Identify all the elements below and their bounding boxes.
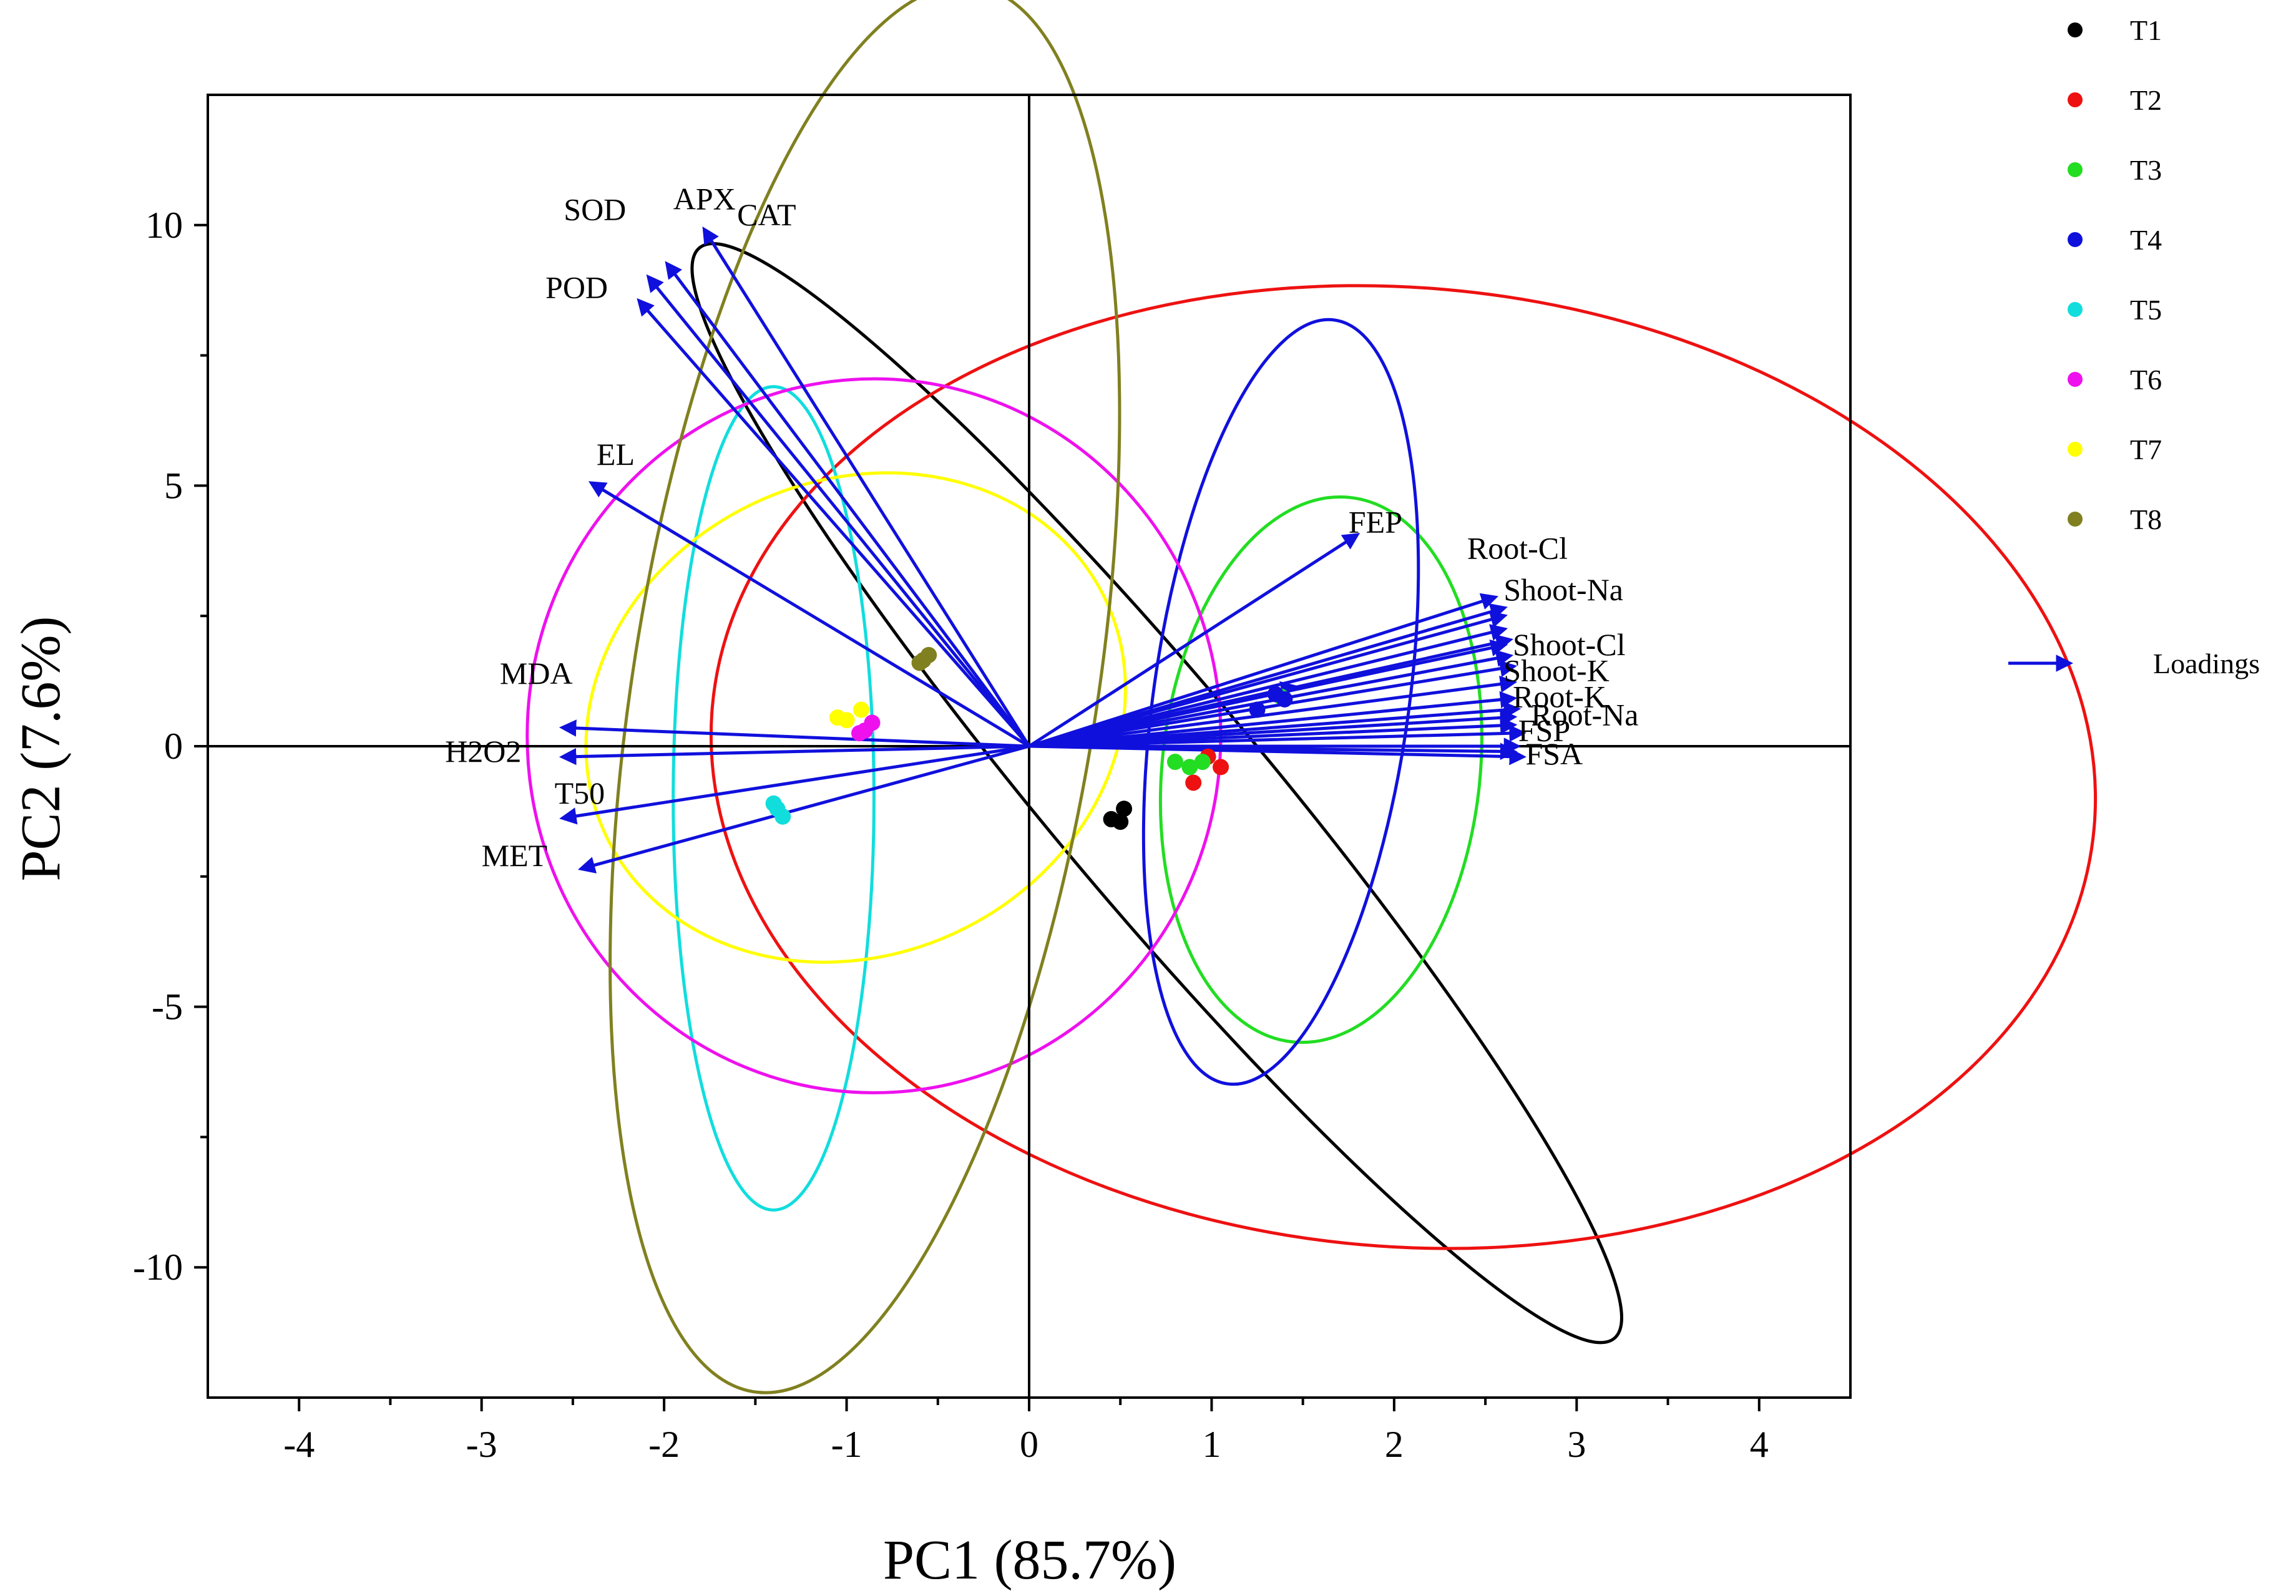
loading-arrow-extra <box>1028 624 1508 748</box>
loading-arrow-extra <box>1028 701 1522 748</box>
loading-label-shoot-cl: Shoot-Cl <box>1513 627 1626 662</box>
legend-marker-t7 <box>2068 442 2083 457</box>
ellipse-t3 <box>1158 495 1483 1044</box>
loading-arrow-root-cl <box>1028 593 1499 748</box>
loading-label-t50: T50 <box>555 776 605 810</box>
ellipse-t2 <box>709 284 2098 1250</box>
loading-label-fsp: FSP <box>1518 713 1570 748</box>
point-t7 <box>829 709 846 726</box>
x-tick-label: 1 <box>1202 1424 1221 1465</box>
y-tick-label: -5 <box>152 986 183 1028</box>
ellipse-t5 <box>672 385 876 1212</box>
legend-marker-t8 <box>2068 512 2083 527</box>
loading-arrow-extra <box>1028 650 1514 748</box>
point-t4 <box>1276 691 1293 708</box>
score-points <box>765 646 1293 830</box>
loading-label-shoot-na: Shoot-Na <box>1503 572 1623 607</box>
loading-label-fep: FEP <box>1349 505 1402 540</box>
x-tick-label: -3 <box>466 1424 497 1465</box>
point-t8 <box>911 654 928 671</box>
legend-marker-t6 <box>2068 372 2083 387</box>
x-tick-label: 4 <box>1750 1424 1769 1465</box>
legend-label-t8: T8 <box>2130 504 2162 535</box>
point-t7 <box>852 701 869 718</box>
point-t6 <box>856 722 873 739</box>
loading-arrow-el <box>588 481 1030 748</box>
loading-arrow-apx <box>665 261 1030 747</box>
loading-arrow-h2o2 <box>559 744 1030 766</box>
loading-label-root-cl: Root-Cl <box>1467 530 1568 565</box>
loading-arrow-extra <box>1028 660 1518 748</box>
x-tick-label: -4 <box>283 1424 315 1465</box>
ellipse-t1 <box>690 242 1623 1345</box>
point-t2 <box>1185 774 1202 791</box>
loading-arrow-mda <box>559 719 1030 748</box>
legend-label-t6: T6 <box>2130 364 2162 396</box>
loading-arrow-extra <box>1028 717 1518 748</box>
x-tick-label: -2 <box>648 1424 680 1465</box>
loading-arrow-pod <box>637 298 1030 747</box>
loading-arrow-shoot-k <box>1028 675 1518 748</box>
y-tick-label: 0 <box>164 726 183 767</box>
legend-marker-t1 <box>2068 22 2083 37</box>
legend-label-t1: T1 <box>2130 14 2162 46</box>
point-t3 <box>1194 754 1211 771</box>
loading-label-apx: APX <box>673 182 736 217</box>
loading-arrow-extra <box>1028 742 1518 761</box>
legend-label-t4: T4 <box>2130 224 2162 256</box>
x-tick-label: 0 <box>1020 1424 1038 1465</box>
legend: T1 T2 T3 T4 T5 T6 T7 T8 Loadings <box>2008 14 2260 679</box>
y-tick-label: 5 <box>164 465 183 506</box>
ellipse-t7 <box>584 471 1127 964</box>
loading-vectors <box>559 226 1527 873</box>
legend-marker-t2 <box>2068 92 2083 107</box>
x-tick-label: 2 <box>1385 1424 1404 1465</box>
loading-arrow-extra <box>1028 691 1518 748</box>
loading-label-root-k: Root-K <box>1513 679 1606 714</box>
legend-label-t5: T5 <box>2130 294 2162 326</box>
loading-label-el: EL <box>597 437 635 472</box>
loading-arrow-t50 <box>559 744 1030 825</box>
legend-marker-t4 <box>2068 232 2083 247</box>
loading-label-pod: POD <box>545 270 608 305</box>
loading-label-h2o2: H2O2 <box>445 734 521 769</box>
point-t1 <box>1112 814 1129 830</box>
legend-loadings-label: Loadings <box>2153 648 2260 679</box>
legend-label-t7: T7 <box>2130 434 2162 465</box>
y-tick-label: 10 <box>145 205 183 246</box>
loading-label-sod: SOD <box>564 192 626 226</box>
loading-label-mda: MDA <box>500 656 573 691</box>
loading-arrow-met <box>577 744 1030 873</box>
ellipse-t4 <box>1141 318 1420 1086</box>
x-axis-title: PC1 (85.7%) <box>883 1529 1176 1591</box>
loading-label-met: MET <box>482 838 548 873</box>
point-t1 <box>1116 800 1133 817</box>
loading-arrow-extra <box>1028 603 1508 748</box>
loading-arrow-cat <box>702 226 1031 747</box>
x-tick-label: 3 <box>1567 1424 1586 1465</box>
legend-label-t2: T2 <box>2130 84 2162 116</box>
y-tick-label: -10 <box>133 1247 183 1288</box>
loading-arrow-fep <box>1028 533 1361 748</box>
loading-label-shoot-k: Shoot-K <box>1503 653 1609 688</box>
loading-label-root-na: Root-Na <box>1531 698 1638 732</box>
point-t5 <box>769 800 786 817</box>
legend-marker-t5 <box>2068 302 2083 317</box>
loading-arrow-extra <box>1028 681 1298 748</box>
legend-marker-t3 <box>2068 162 2083 177</box>
point-t3 <box>1181 759 1198 776</box>
loading-label-fsa: FSA <box>1525 736 1583 771</box>
loading-arrow-sod <box>646 274 1030 747</box>
loading-label-cat: CAT <box>737 197 796 232</box>
y-axis-title: PC2 (7.6%) <box>10 616 72 882</box>
legend-label-t3: T3 <box>2130 154 2162 186</box>
point-t4 <box>1249 701 1266 718</box>
x-tick-label: -1 <box>831 1424 862 1465</box>
point-t3 <box>1166 754 1183 771</box>
point-t2 <box>1213 759 1229 776</box>
